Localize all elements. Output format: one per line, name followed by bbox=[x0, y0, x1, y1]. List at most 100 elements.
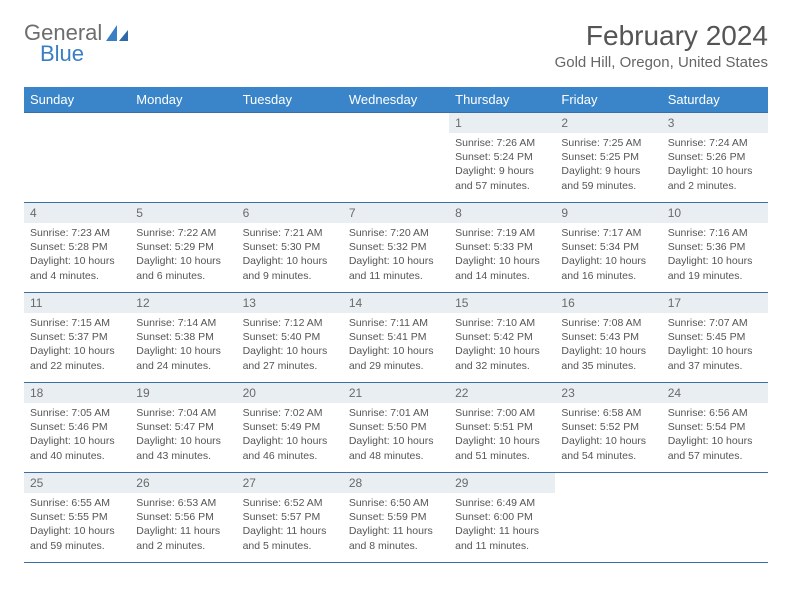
day-body: Sunrise: 6:49 AMSunset: 6:00 PMDaylight:… bbox=[449, 493, 555, 559]
empty-cell bbox=[343, 113, 449, 203]
day-body: Sunrise: 7:07 AMSunset: 5:45 PMDaylight:… bbox=[662, 313, 768, 379]
day-cell: 29Sunrise: 6:49 AMSunset: 6:00 PMDayligh… bbox=[449, 473, 555, 563]
location-text: Gold Hill, Oregon, United States bbox=[555, 54, 768, 71]
day-body: Sunrise: 7:25 AMSunset: 5:25 PMDaylight:… bbox=[555, 133, 661, 199]
calendar-row: 1Sunrise: 7:26 AMSunset: 5:24 PMDaylight… bbox=[24, 113, 768, 203]
day-cell: 20Sunrise: 7:02 AMSunset: 5:49 PMDayligh… bbox=[237, 383, 343, 473]
day-cell: 4Sunrise: 7:23 AMSunset: 5:28 PMDaylight… bbox=[24, 203, 130, 293]
day-body: Sunrise: 7:16 AMSunset: 5:36 PMDaylight:… bbox=[662, 223, 768, 289]
empty-cell bbox=[130, 113, 236, 203]
day-cell: 2Sunrise: 7:25 AMSunset: 5:25 PMDaylight… bbox=[555, 113, 661, 203]
day-cell: 15Sunrise: 7:10 AMSunset: 5:42 PMDayligh… bbox=[449, 293, 555, 383]
sail-icon bbox=[104, 23, 130, 43]
day-body: Sunrise: 7:21 AMSunset: 5:30 PMDaylight:… bbox=[237, 223, 343, 289]
day-number: 27 bbox=[237, 473, 343, 493]
day-cell: 17Sunrise: 7:07 AMSunset: 5:45 PMDayligh… bbox=[662, 293, 768, 383]
day-number: 7 bbox=[343, 203, 449, 223]
day-cell: 27Sunrise: 6:52 AMSunset: 5:57 PMDayligh… bbox=[237, 473, 343, 563]
day-cell: 1Sunrise: 7:26 AMSunset: 5:24 PMDaylight… bbox=[449, 113, 555, 203]
day-number: 16 bbox=[555, 293, 661, 313]
empty-cell bbox=[24, 113, 130, 203]
day-body: Sunrise: 7:05 AMSunset: 5:46 PMDaylight:… bbox=[24, 403, 130, 469]
day-cell: 8Sunrise: 7:19 AMSunset: 5:33 PMDaylight… bbox=[449, 203, 555, 293]
day-number: 11 bbox=[24, 293, 130, 313]
day-cell: 3Sunrise: 7:24 AMSunset: 5:26 PMDaylight… bbox=[662, 113, 768, 203]
day-body: Sunrise: 7:26 AMSunset: 5:24 PMDaylight:… bbox=[449, 133, 555, 199]
day-number: 29 bbox=[449, 473, 555, 493]
calendar-row: 18Sunrise: 7:05 AMSunset: 5:46 PMDayligh… bbox=[24, 383, 768, 473]
day-number: 14 bbox=[343, 293, 449, 313]
day-number: 17 bbox=[662, 293, 768, 313]
day-number: 21 bbox=[343, 383, 449, 403]
calendar-row: 11Sunrise: 7:15 AMSunset: 5:37 PMDayligh… bbox=[24, 293, 768, 383]
day-number: 26 bbox=[130, 473, 236, 493]
day-body: Sunrise: 6:56 AMSunset: 5:54 PMDaylight:… bbox=[662, 403, 768, 469]
day-body: Sunrise: 7:15 AMSunset: 5:37 PMDaylight:… bbox=[24, 313, 130, 379]
day-body: Sunrise: 7:19 AMSunset: 5:33 PMDaylight:… bbox=[449, 223, 555, 289]
day-cell: 26Sunrise: 6:53 AMSunset: 5:56 PMDayligh… bbox=[130, 473, 236, 563]
calendar-row: 4Sunrise: 7:23 AMSunset: 5:28 PMDaylight… bbox=[24, 203, 768, 293]
day-cell: 23Sunrise: 6:58 AMSunset: 5:52 PMDayligh… bbox=[555, 383, 661, 473]
day-body: Sunrise: 6:58 AMSunset: 5:52 PMDaylight:… bbox=[555, 403, 661, 469]
day-body: Sunrise: 7:14 AMSunset: 5:38 PMDaylight:… bbox=[130, 313, 236, 379]
day-body: Sunrise: 7:10 AMSunset: 5:42 PMDaylight:… bbox=[449, 313, 555, 379]
title-block: February 2024 Gold Hill, Oregon, United … bbox=[555, 20, 768, 71]
day-cell: 18Sunrise: 7:05 AMSunset: 5:46 PMDayligh… bbox=[24, 383, 130, 473]
calendar-row: 25Sunrise: 6:55 AMSunset: 5:55 PMDayligh… bbox=[24, 473, 768, 563]
day-body: Sunrise: 7:00 AMSunset: 5:51 PMDaylight:… bbox=[449, 403, 555, 469]
day-body: Sunrise: 7:01 AMSunset: 5:50 PMDaylight:… bbox=[343, 403, 449, 469]
empty-cell bbox=[555, 473, 661, 563]
brand-part2: Blue bbox=[40, 41, 84, 66]
day-number: 24 bbox=[662, 383, 768, 403]
day-body: Sunrise: 7:20 AMSunset: 5:32 PMDaylight:… bbox=[343, 223, 449, 289]
day-cell: 7Sunrise: 7:20 AMSunset: 5:32 PMDaylight… bbox=[343, 203, 449, 293]
day-body: Sunrise: 7:08 AMSunset: 5:43 PMDaylight:… bbox=[555, 313, 661, 379]
empty-cell bbox=[237, 113, 343, 203]
day-body: Sunrise: 7:23 AMSunset: 5:28 PMDaylight:… bbox=[24, 223, 130, 289]
day-cell: 21Sunrise: 7:01 AMSunset: 5:50 PMDayligh… bbox=[343, 383, 449, 473]
calendar-body: 1Sunrise: 7:26 AMSunset: 5:24 PMDaylight… bbox=[24, 113, 768, 563]
day-number: 28 bbox=[343, 473, 449, 493]
weekday-row: SundayMondayTuesdayWednesdayThursdayFrid… bbox=[24, 87, 768, 113]
day-body: Sunrise: 7:12 AMSunset: 5:40 PMDaylight:… bbox=[237, 313, 343, 379]
day-number: 12 bbox=[130, 293, 236, 313]
day-body: Sunrise: 7:24 AMSunset: 5:26 PMDaylight:… bbox=[662, 133, 768, 199]
weekday-header: Saturday bbox=[662, 87, 768, 113]
weekday-header: Sunday bbox=[24, 87, 130, 113]
day-cell: 11Sunrise: 7:15 AMSunset: 5:37 PMDayligh… bbox=[24, 293, 130, 383]
day-body: Sunrise: 6:55 AMSunset: 5:55 PMDaylight:… bbox=[24, 493, 130, 559]
weekday-header: Thursday bbox=[449, 87, 555, 113]
day-body: Sunrise: 7:22 AMSunset: 5:29 PMDaylight:… bbox=[130, 223, 236, 289]
day-number: 22 bbox=[449, 383, 555, 403]
calendar-table: SundayMondayTuesdayWednesdayThursdayFrid… bbox=[24, 87, 768, 563]
day-body: Sunrise: 7:11 AMSunset: 5:41 PMDaylight:… bbox=[343, 313, 449, 379]
day-cell: 10Sunrise: 7:16 AMSunset: 5:36 PMDayligh… bbox=[662, 203, 768, 293]
day-number: 15 bbox=[449, 293, 555, 313]
day-number: 13 bbox=[237, 293, 343, 313]
day-body: Sunrise: 7:02 AMSunset: 5:49 PMDaylight:… bbox=[237, 403, 343, 469]
weekday-header: Tuesday bbox=[237, 87, 343, 113]
day-number: 19 bbox=[130, 383, 236, 403]
day-number: 18 bbox=[24, 383, 130, 403]
day-cell: 6Sunrise: 7:21 AMSunset: 5:30 PMDaylight… bbox=[237, 203, 343, 293]
day-number: 2 bbox=[555, 113, 661, 133]
day-body: Sunrise: 6:52 AMSunset: 5:57 PMDaylight:… bbox=[237, 493, 343, 559]
day-cell: 19Sunrise: 7:04 AMSunset: 5:47 PMDayligh… bbox=[130, 383, 236, 473]
day-cell: 16Sunrise: 7:08 AMSunset: 5:43 PMDayligh… bbox=[555, 293, 661, 383]
empty-cell bbox=[662, 473, 768, 563]
weekday-header: Wednesday bbox=[343, 87, 449, 113]
day-body: Sunrise: 6:53 AMSunset: 5:56 PMDaylight:… bbox=[130, 493, 236, 559]
day-cell: 13Sunrise: 7:12 AMSunset: 5:40 PMDayligh… bbox=[237, 293, 343, 383]
day-number: 8 bbox=[449, 203, 555, 223]
month-title: February 2024 bbox=[555, 20, 768, 52]
day-number: 4 bbox=[24, 203, 130, 223]
day-cell: 22Sunrise: 7:00 AMSunset: 5:51 PMDayligh… bbox=[449, 383, 555, 473]
day-number: 23 bbox=[555, 383, 661, 403]
day-cell: 9Sunrise: 7:17 AMSunset: 5:34 PMDaylight… bbox=[555, 203, 661, 293]
day-cell: 5Sunrise: 7:22 AMSunset: 5:29 PMDaylight… bbox=[130, 203, 236, 293]
day-body: Sunrise: 7:17 AMSunset: 5:34 PMDaylight:… bbox=[555, 223, 661, 289]
weekday-header: Friday bbox=[555, 87, 661, 113]
day-number: 5 bbox=[130, 203, 236, 223]
day-cell: 14Sunrise: 7:11 AMSunset: 5:41 PMDayligh… bbox=[343, 293, 449, 383]
day-cell: 24Sunrise: 6:56 AMSunset: 5:54 PMDayligh… bbox=[662, 383, 768, 473]
